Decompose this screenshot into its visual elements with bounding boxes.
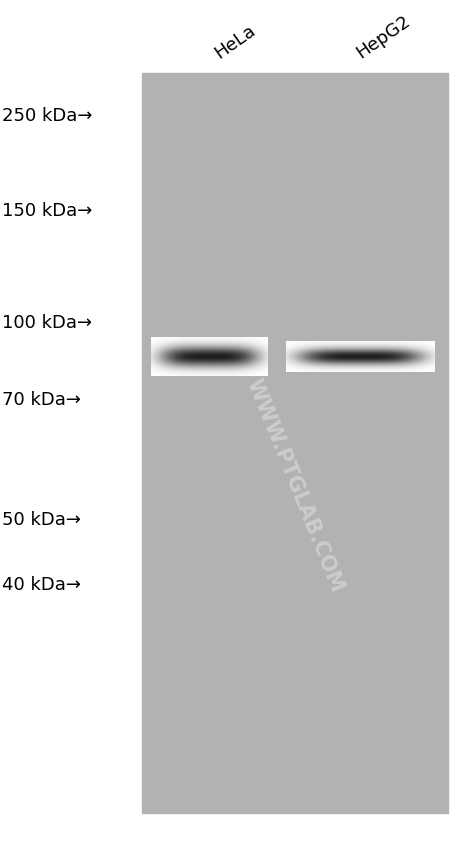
- Text: 100 kDa→: 100 kDa→: [2, 314, 92, 331]
- Text: HepG2: HepG2: [353, 12, 414, 62]
- Text: WWW.PTGLAB.COM: WWW.PTGLAB.COM: [243, 376, 347, 596]
- Text: 250 kDa→: 250 kDa→: [2, 108, 93, 125]
- Text: 50 kDa→: 50 kDa→: [2, 512, 81, 529]
- Text: HeLa: HeLa: [212, 21, 259, 62]
- Bar: [142, 73, 448, 813]
- Text: 70 kDa→: 70 kDa→: [2, 391, 81, 408]
- Text: 40 kDa→: 40 kDa→: [2, 576, 81, 593]
- Text: 150 kDa→: 150 kDa→: [2, 202, 93, 219]
